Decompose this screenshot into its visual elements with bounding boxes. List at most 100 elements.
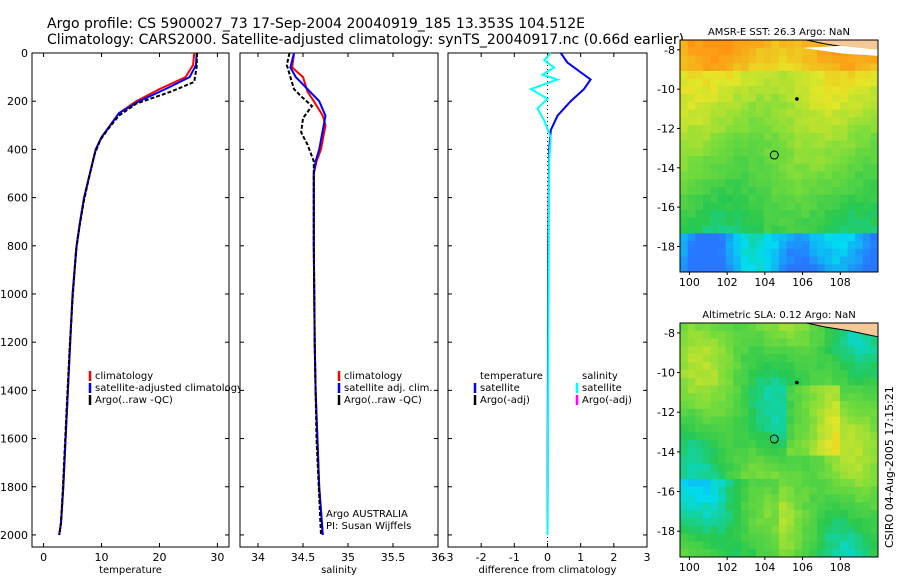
sst-map-cell <box>756 40 765 49</box>
sla-map-cell <box>733 494 742 503</box>
sla-map-cell <box>847 362 856 371</box>
sst-map-xtick-label: 104 <box>754 276 775 289</box>
sla-map-cell <box>855 479 864 488</box>
sst-map-cell <box>779 163 788 172</box>
sla-map-cell <box>680 408 689 418</box>
sla-map-cell <box>786 525 795 535</box>
sla-map-cell <box>839 369 849 379</box>
sst-map-cell <box>801 86 810 95</box>
sla-map-cell <box>847 416 856 425</box>
sla-map-cell <box>740 330 750 340</box>
sst-map-cell <box>695 225 704 234</box>
sla-map-cell <box>794 338 803 347</box>
sst-map-cell <box>839 78 849 87</box>
sla-map-cell <box>832 525 841 535</box>
sst-map-cell <box>786 179 795 188</box>
sla-map-cell <box>733 362 742 371</box>
sla-map-cell <box>839 549 849 558</box>
sla-map-cell <box>832 416 841 425</box>
sst-map-cell <box>687 94 696 103</box>
sst-map-cell <box>702 256 711 265</box>
sla-map-cell <box>817 510 826 519</box>
sst-map-cell <box>725 140 734 149</box>
sla-map-cell <box>786 346 795 355</box>
sst-map-cell <box>862 94 871 103</box>
sla-map-cell <box>687 330 696 340</box>
sla-map-cell <box>740 494 750 503</box>
sst-map-cell <box>779 248 788 258</box>
sst-map-cell <box>748 233 757 242</box>
sla-map-cell <box>695 502 704 511</box>
temperature-ytick-label: 0 <box>21 47 28 60</box>
sst-map-cell <box>702 78 711 87</box>
sla-map-cell <box>771 416 780 425</box>
sla-map-cell <box>756 362 765 371</box>
sla-map-cell <box>824 525 833 535</box>
sst-map-cell <box>680 163 689 172</box>
sla-map-cell <box>710 447 719 457</box>
sst-map-cell <box>779 94 788 103</box>
sst-map-cell <box>870 125 879 134</box>
sla-map-cell <box>687 463 696 472</box>
sla-map-cell <box>817 486 826 496</box>
sla-map-cell <box>725 510 734 519</box>
sst-map-cell <box>862 171 871 180</box>
sst-map-cell <box>839 109 849 118</box>
sst-map-cell <box>748 241 757 250</box>
sst-map-cell <box>855 202 864 211</box>
sla-map-cell <box>740 510 750 519</box>
temperature-ytick-label: 2000 <box>0 529 28 542</box>
sla-map-cell <box>817 463 826 472</box>
sla-map-cell <box>839 346 849 355</box>
sst-map-cell <box>695 47 704 56</box>
sla-map-cell <box>779 447 788 457</box>
sst-map-cell <box>763 233 772 242</box>
sst-map-cell <box>740 101 750 111</box>
sst-map-cell <box>687 264 696 273</box>
sst-map-cell <box>756 225 765 234</box>
sla-map-cell <box>809 502 818 511</box>
sla-map-cell <box>695 330 704 340</box>
sla-map-cell <box>786 510 795 519</box>
sla-map-cell <box>710 424 719 433</box>
sst-map-cell <box>824 241 833 250</box>
sst-map-cell <box>748 109 757 118</box>
sst-map-cell <box>687 140 696 149</box>
sla-map-cell <box>702 455 711 464</box>
sla-map-cell <box>702 549 711 558</box>
sst-map-cell <box>756 202 765 211</box>
sla-map-cell <box>702 518 711 527</box>
sst-map-cell <box>786 78 795 87</box>
sst-map-cell <box>870 186 879 196</box>
sla-map-cell <box>870 494 879 503</box>
sst-map-cell <box>748 63 757 72</box>
sla-map-cell <box>832 510 841 519</box>
sst-map-cell <box>740 70 750 80</box>
sst-map-cell <box>870 117 879 126</box>
sla-map-cell <box>847 463 856 472</box>
sst-map-cell <box>748 248 757 258</box>
sla-map-cell <box>763 525 772 535</box>
sst-map-cell <box>680 171 689 180</box>
sla-map-cell <box>740 377 750 386</box>
sst-map-cell <box>718 125 727 134</box>
sst-map-cell <box>695 202 704 211</box>
sla-map-cell <box>695 549 704 558</box>
sst-map-cell <box>680 156 689 165</box>
sst-map-cell <box>870 248 879 258</box>
sla-map-cell <box>756 447 765 457</box>
sst-map-cell <box>718 248 727 258</box>
sst-map-cell <box>817 256 826 265</box>
sla-map-cell <box>771 354 780 363</box>
sla-map-cell <box>740 541 750 550</box>
sla-map-cell <box>680 354 689 363</box>
sla-map-cell <box>710 346 719 355</box>
sst-map-cell <box>847 210 856 219</box>
sla-map-cell <box>695 533 704 542</box>
sla-map-cell <box>740 463 750 472</box>
sst-map-cell <box>779 109 788 118</box>
sla-map-cell <box>847 369 856 379</box>
sla-map-cell <box>680 525 689 535</box>
sst-map-cell <box>771 202 780 211</box>
sla-map-cell <box>687 354 696 363</box>
